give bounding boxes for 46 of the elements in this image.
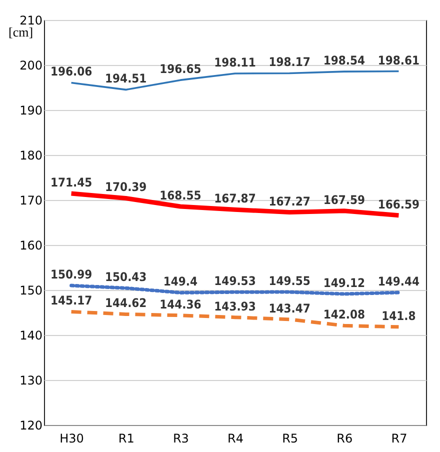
data-label: 144.62 <box>105 296 147 310</box>
y-tick-label: 180 <box>20 148 42 162</box>
y-tick-label: 140 <box>20 328 42 342</box>
data-label: 198.17 <box>268 55 310 70</box>
x-tick-label: R3 <box>172 432 189 446</box>
data-label: 149.53 <box>214 274 256 288</box>
data-label: 149.4 <box>163 274 198 289</box>
data-label: 143.47 <box>268 301 310 316</box>
data-label: 170.39 <box>105 180 147 194</box>
data-label: 196.06 <box>50 64 92 79</box>
data-label: 198.54 <box>323 54 366 68</box>
data-label: 143.93 <box>214 299 256 314</box>
x-tick-label: R6 <box>336 432 353 446</box>
y-tick-label: 210 <box>20 14 42 28</box>
data-label: 145.17 <box>50 294 92 308</box>
data-label: 150.99 <box>50 268 92 282</box>
data-label: 198.61 <box>378 53 420 68</box>
data-label: 144.36 <box>160 297 202 312</box>
data-label: 167.87 <box>214 192 256 206</box>
x-tick-label: R4 <box>228 432 244 446</box>
data-label: 150.43 <box>105 270 147 284</box>
y-tick-label: 190 <box>20 104 42 118</box>
data-label: 149.44 <box>378 274 420 289</box>
data-label: 167.59 <box>323 192 365 207</box>
y-tick-label: 130 <box>20 374 42 388</box>
y-tick-label: 200 <box>20 58 42 72</box>
data-label: 149.12 <box>323 276 365 290</box>
y-tick-label: 150 <box>20 284 42 298</box>
data-label: 196.65 <box>160 62 202 76</box>
data-label: 194.51 <box>105 72 147 86</box>
y-tick-label: 160 <box>20 238 42 252</box>
x-tick-label: R5 <box>282 432 298 446</box>
data-label: 141.8 <box>382 308 416 323</box>
data-label: 167.27 <box>268 194 310 208</box>
data-label: 168.55 <box>160 188 202 203</box>
y-tick-label: 120 <box>20 418 42 432</box>
data-label: 142.08 <box>323 308 365 322</box>
data-label: 171.45 <box>50 175 92 190</box>
data-label: 198.11 <box>214 56 256 70</box>
x-tick-label: H30 <box>60 432 84 446</box>
y-tick-label: 170 <box>20 194 42 208</box>
x-tick-label: R1 <box>118 432 134 446</box>
y-axis-title: [cm] <box>8 24 34 40</box>
data-label: 166.59 <box>378 197 420 212</box>
x-tick-label: R7 <box>391 432 408 446</box>
data-label: 149.55 <box>268 274 310 288</box>
